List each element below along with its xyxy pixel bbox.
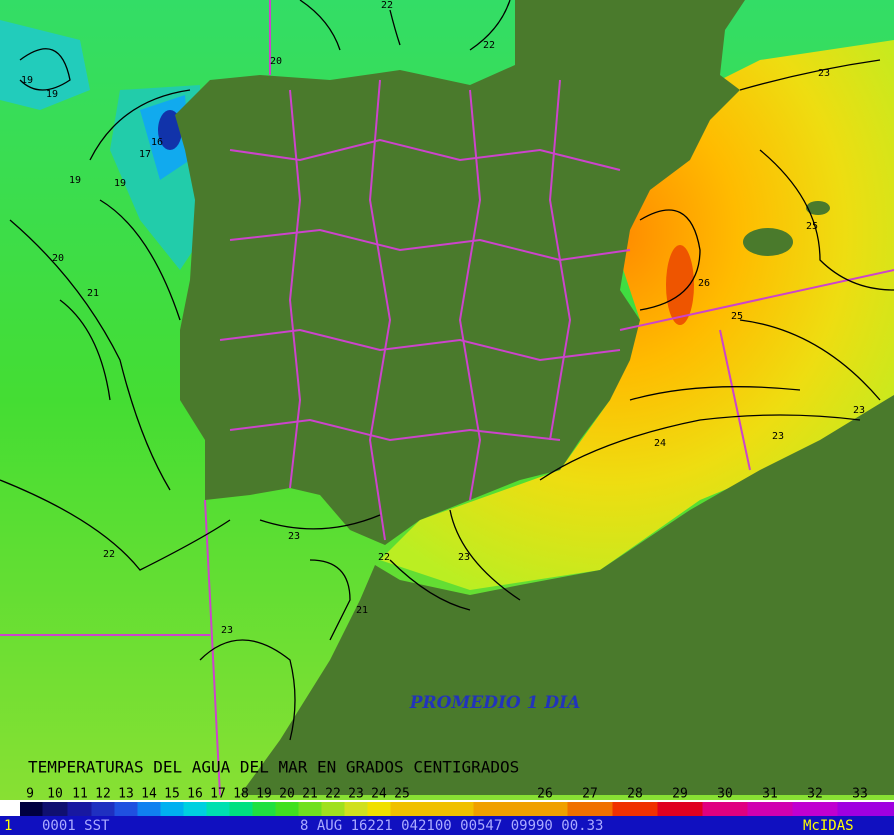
scale-label: 12 bbox=[95, 787, 111, 802]
scale-swatch bbox=[837, 802, 894, 816]
borders bbox=[0, 0, 894, 796]
contour-label: 21 bbox=[87, 288, 99, 299]
scale-label: 16 bbox=[187, 787, 203, 802]
scale-swatch bbox=[792, 802, 838, 816]
contour-label: 22 bbox=[381, 0, 393, 11]
scale-label: 22 bbox=[325, 787, 341, 802]
annotation: PROMEDIO 1 DIA bbox=[409, 693, 581, 713]
contour-label: 19 bbox=[21, 75, 33, 86]
scale-label: 19 bbox=[256, 787, 272, 802]
contour-label: 20 bbox=[52, 253, 64, 264]
contour-label: 16 bbox=[151, 137, 163, 148]
scale-label: 33 bbox=[852, 787, 868, 802]
warm-spot bbox=[666, 245, 694, 325]
scale-label: 11 bbox=[72, 787, 88, 802]
contour-label: 20 bbox=[270, 56, 282, 67]
isotherms bbox=[0, 0, 894, 741]
scale-label: 30 bbox=[717, 787, 733, 802]
scale-swatch bbox=[367, 802, 391, 816]
scale-label: 14 bbox=[141, 787, 157, 802]
scale-label: 21 bbox=[302, 787, 318, 802]
contour-label: 25 bbox=[731, 311, 743, 322]
scale-swatch bbox=[275, 802, 299, 816]
island bbox=[806, 201, 830, 215]
scale-label: 10 bbox=[47, 787, 63, 802]
contour-label: 22 bbox=[103, 549, 115, 560]
scale-label: 27 bbox=[582, 787, 598, 802]
contour-label: 23 bbox=[818, 68, 830, 79]
contour-label: 24 bbox=[654, 438, 666, 449]
scale-label: 25 bbox=[394, 787, 410, 802]
scale-label: 17 bbox=[210, 787, 226, 802]
scale-swatch bbox=[747, 802, 793, 816]
scale-swatch bbox=[657, 802, 703, 816]
status-bar bbox=[0, 816, 894, 835]
contour-label: 22 bbox=[378, 552, 390, 563]
contour-label: 23 bbox=[772, 431, 784, 442]
info: 8 AUG 16221 042100 00547 09990 00.33 bbox=[300, 818, 603, 834]
scale-label: 32 bbox=[807, 787, 823, 802]
contour-label: 25 bbox=[806, 221, 818, 232]
contour-label: 21 bbox=[356, 605, 368, 616]
map-title: TEMPERATURAS DEL AGUA DEL MAR EN GRADOS … bbox=[28, 758, 519, 777]
scale-label: 31 bbox=[762, 787, 778, 802]
scale-swatch bbox=[298, 802, 322, 816]
scale-label: 15 bbox=[164, 787, 180, 802]
contour-label: 26 bbox=[698, 278, 710, 289]
scale-label: 20 bbox=[279, 787, 295, 802]
scale-label: 28 bbox=[627, 787, 643, 802]
contour-label: 23 bbox=[221, 625, 233, 636]
contour-label: 23 bbox=[853, 405, 865, 416]
scale-swatch bbox=[390, 802, 474, 816]
scale-swatch bbox=[344, 802, 368, 816]
scale-swatch bbox=[20, 802, 43, 816]
scale-swatch bbox=[702, 802, 748, 816]
brand: McIDAS bbox=[803, 818, 854, 834]
contour-label: 17 bbox=[139, 149, 151, 160]
scale-swatch bbox=[612, 802, 658, 816]
scale-label: 18 bbox=[233, 787, 249, 802]
scale-label: 13 bbox=[118, 787, 134, 802]
scale-label: 23 bbox=[348, 787, 364, 802]
scale-swatch bbox=[473, 802, 568, 816]
scale-swatch bbox=[567, 802, 613, 816]
island bbox=[743, 228, 793, 256]
scale-swatch bbox=[160, 802, 184, 816]
scale-swatch bbox=[183, 802, 207, 816]
scale-swatch bbox=[42, 802, 68, 816]
scale-swatch bbox=[137, 802, 161, 816]
scale-label: 9 bbox=[26, 787, 34, 802]
product: 0001 SST bbox=[42, 818, 110, 834]
contour-label: 23 bbox=[458, 552, 470, 563]
cool-patch bbox=[0, 20, 90, 110]
iberia-land bbox=[175, 0, 745, 545]
scale-swatch bbox=[91, 802, 115, 816]
africa-land bbox=[240, 395, 894, 795]
scale-swatch bbox=[67, 802, 92, 816]
cold-spot bbox=[158, 110, 182, 150]
contour-label: 19 bbox=[69, 175, 81, 186]
scale-swatch bbox=[114, 802, 138, 816]
scale-swatch bbox=[229, 802, 253, 816]
contour-label: 23 bbox=[288, 531, 300, 542]
scale-label: 24 bbox=[371, 787, 387, 802]
contour-label: 19 bbox=[114, 178, 126, 189]
contour-label: 19 bbox=[46, 89, 58, 100]
frame-number: 1 bbox=[4, 818, 12, 834]
scale-label: 29 bbox=[672, 787, 688, 802]
scale-swatch bbox=[252, 802, 276, 816]
contour-label: 22 bbox=[483, 40, 495, 51]
mediterranean-sea bbox=[380, 40, 894, 590]
scale-label: 26 bbox=[537, 787, 553, 802]
scale-swatch bbox=[206, 802, 230, 816]
scale-swatch bbox=[321, 802, 345, 816]
